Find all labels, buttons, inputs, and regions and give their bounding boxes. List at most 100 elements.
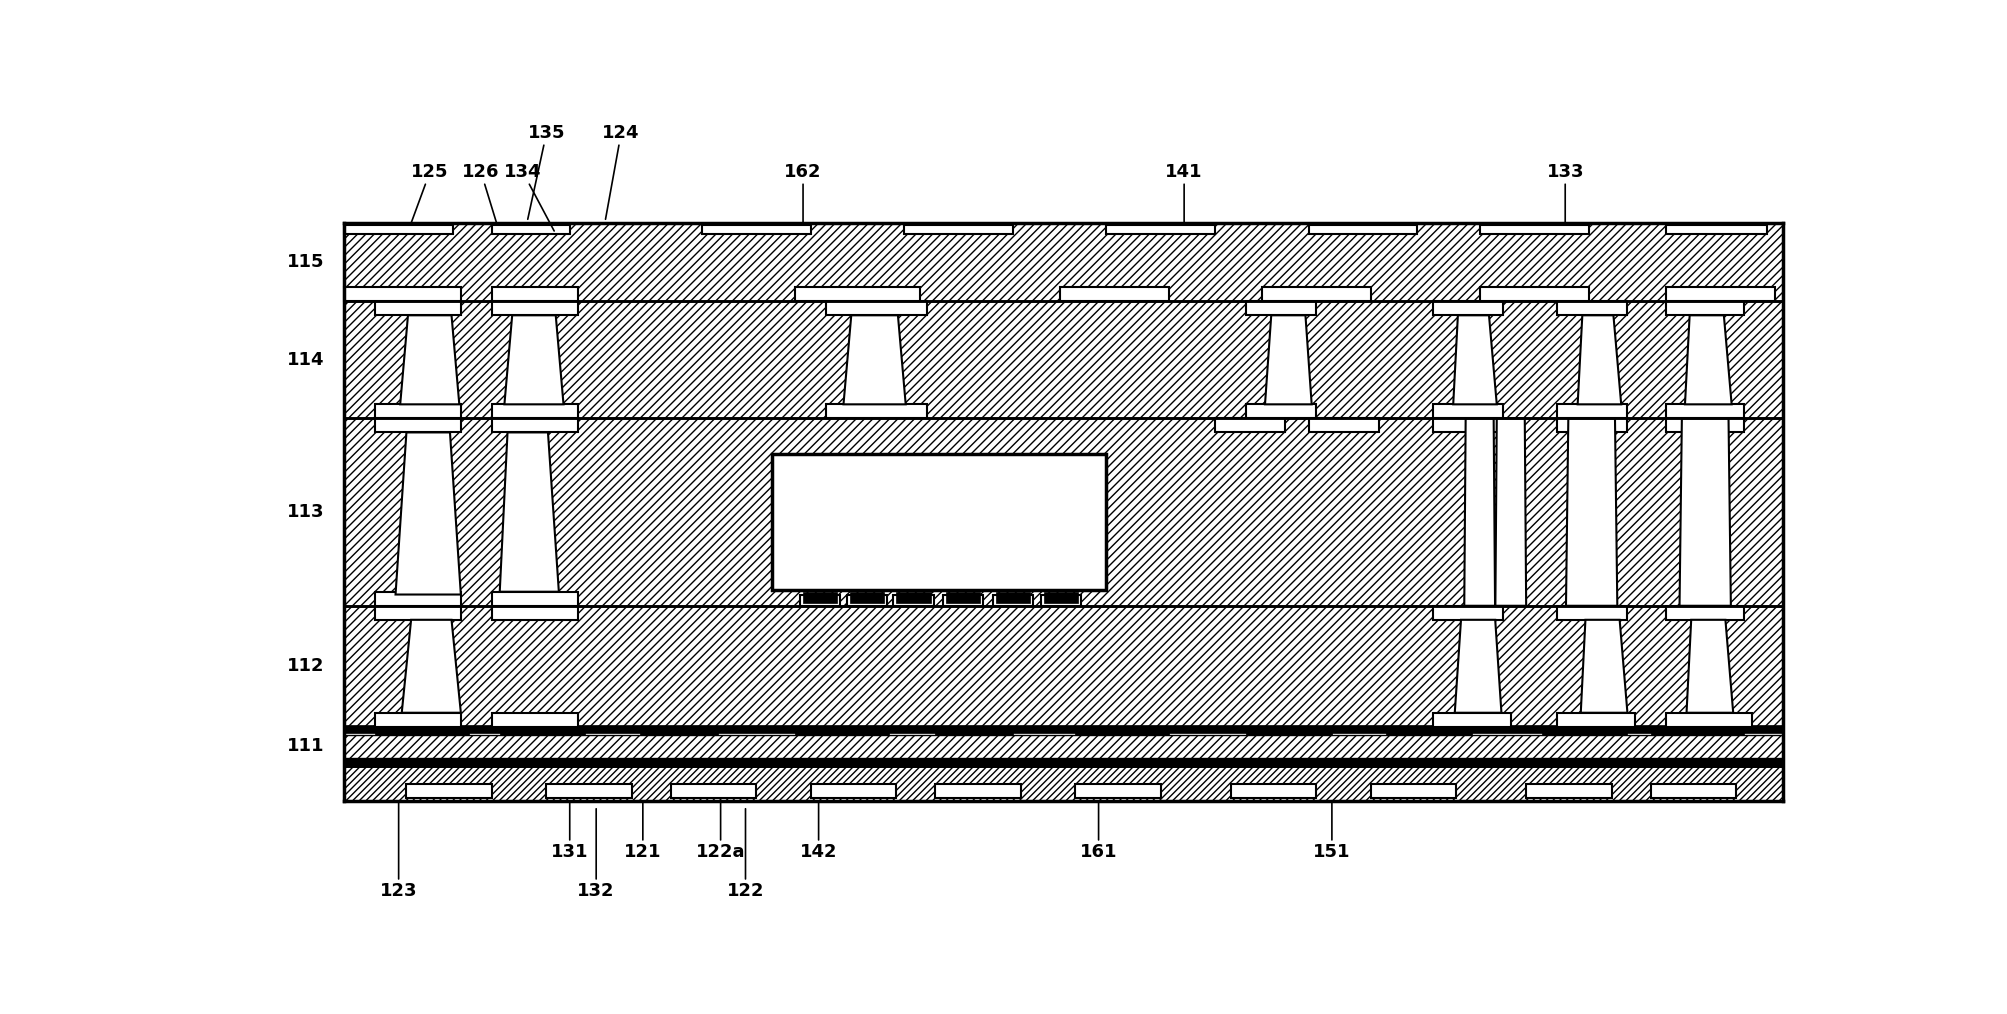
Text: 142: 142	[801, 801, 837, 861]
Bar	[1557, 419, 1628, 432]
Bar	[801, 594, 841, 605]
Bar	[1060, 287, 1168, 301]
Bar	[375, 301, 462, 315]
Bar	[827, 301, 927, 315]
Polygon shape	[1495, 419, 1525, 605]
Polygon shape	[504, 315, 564, 405]
Bar	[492, 713, 578, 727]
Bar	[1106, 225, 1216, 234]
Bar	[935, 727, 1014, 734]
Bar	[492, 405, 578, 419]
Bar	[995, 592, 1030, 603]
Polygon shape	[1565, 419, 1618, 605]
Bar	[795, 727, 889, 734]
Polygon shape	[1465, 419, 1495, 605]
Polygon shape	[1680, 419, 1730, 605]
Text: 134: 134	[504, 163, 554, 231]
Bar	[1650, 727, 1744, 734]
Polygon shape	[1686, 315, 1732, 405]
Bar	[1557, 605, 1628, 620]
Bar	[1387, 727, 1471, 734]
Bar	[993, 594, 1034, 605]
Polygon shape	[500, 432, 558, 592]
Text: 124: 124	[602, 125, 640, 219]
Bar	[1230, 784, 1317, 798]
Bar	[375, 419, 462, 432]
Bar	[1666, 225, 1768, 234]
Bar	[1650, 784, 1736, 798]
Bar	[773, 453, 1106, 590]
Bar	[1541, 727, 1628, 734]
Text: 162: 162	[785, 163, 821, 223]
Bar	[492, 301, 578, 315]
Bar	[375, 405, 462, 419]
Bar	[500, 727, 586, 734]
Bar	[345, 223, 1782, 301]
Bar	[345, 725, 1782, 733]
Bar	[375, 592, 462, 605]
Polygon shape	[843, 315, 905, 405]
Bar	[1666, 713, 1752, 727]
Text: 111: 111	[287, 737, 323, 755]
Bar	[375, 758, 468, 766]
Bar	[897, 592, 931, 603]
Bar	[1214, 419, 1284, 432]
Text: 113: 113	[287, 503, 323, 521]
Bar	[1387, 758, 1471, 766]
Text: 161: 161	[1080, 801, 1118, 861]
Bar	[1246, 758, 1333, 766]
Bar	[1076, 727, 1168, 734]
Bar	[1666, 605, 1744, 620]
Bar	[492, 225, 570, 234]
Bar	[1309, 419, 1379, 432]
Bar	[345, 301, 1782, 419]
Polygon shape	[1686, 620, 1734, 713]
Bar	[1371, 784, 1457, 798]
Text: 114: 114	[287, 351, 323, 369]
Bar	[1433, 605, 1503, 620]
Text: 122a: 122a	[696, 801, 745, 861]
Bar	[405, 784, 492, 798]
Bar	[1666, 419, 1744, 432]
Bar	[1262, 287, 1371, 301]
Bar	[1044, 592, 1078, 603]
Text: 123: 123	[379, 801, 417, 899]
Polygon shape	[1455, 620, 1501, 713]
Text: 121: 121	[624, 801, 662, 861]
Bar	[903, 225, 1014, 234]
Bar	[1246, 727, 1333, 734]
Text: 126: 126	[462, 163, 500, 223]
Bar	[803, 592, 837, 603]
Bar	[1525, 784, 1612, 798]
Bar	[345, 419, 1782, 605]
Bar	[893, 594, 933, 605]
Bar	[1309, 225, 1417, 234]
Text: 133: 133	[1547, 163, 1584, 223]
Bar	[492, 592, 578, 605]
Text: 141: 141	[1166, 163, 1202, 223]
Bar	[945, 592, 979, 603]
Text: 132: 132	[578, 809, 614, 899]
Bar	[1479, 225, 1590, 234]
Text: 122: 122	[727, 809, 765, 899]
Bar	[1666, 287, 1774, 301]
Bar	[1433, 301, 1503, 315]
Bar	[375, 727, 468, 734]
Bar	[640, 727, 719, 734]
Bar	[1650, 758, 1744, 766]
Bar	[811, 784, 897, 798]
Bar	[670, 784, 757, 798]
Text: 135: 135	[528, 125, 566, 219]
Bar	[375, 713, 462, 727]
Bar	[935, 784, 1022, 798]
Bar	[943, 594, 983, 605]
Bar	[492, 419, 578, 432]
Bar	[492, 605, 578, 620]
Bar	[1246, 301, 1317, 315]
Text: 151: 151	[1313, 801, 1351, 861]
Bar	[345, 605, 1782, 727]
Bar	[849, 592, 883, 603]
Polygon shape	[1578, 315, 1622, 405]
Bar	[1433, 405, 1503, 419]
Text: 131: 131	[552, 801, 588, 861]
